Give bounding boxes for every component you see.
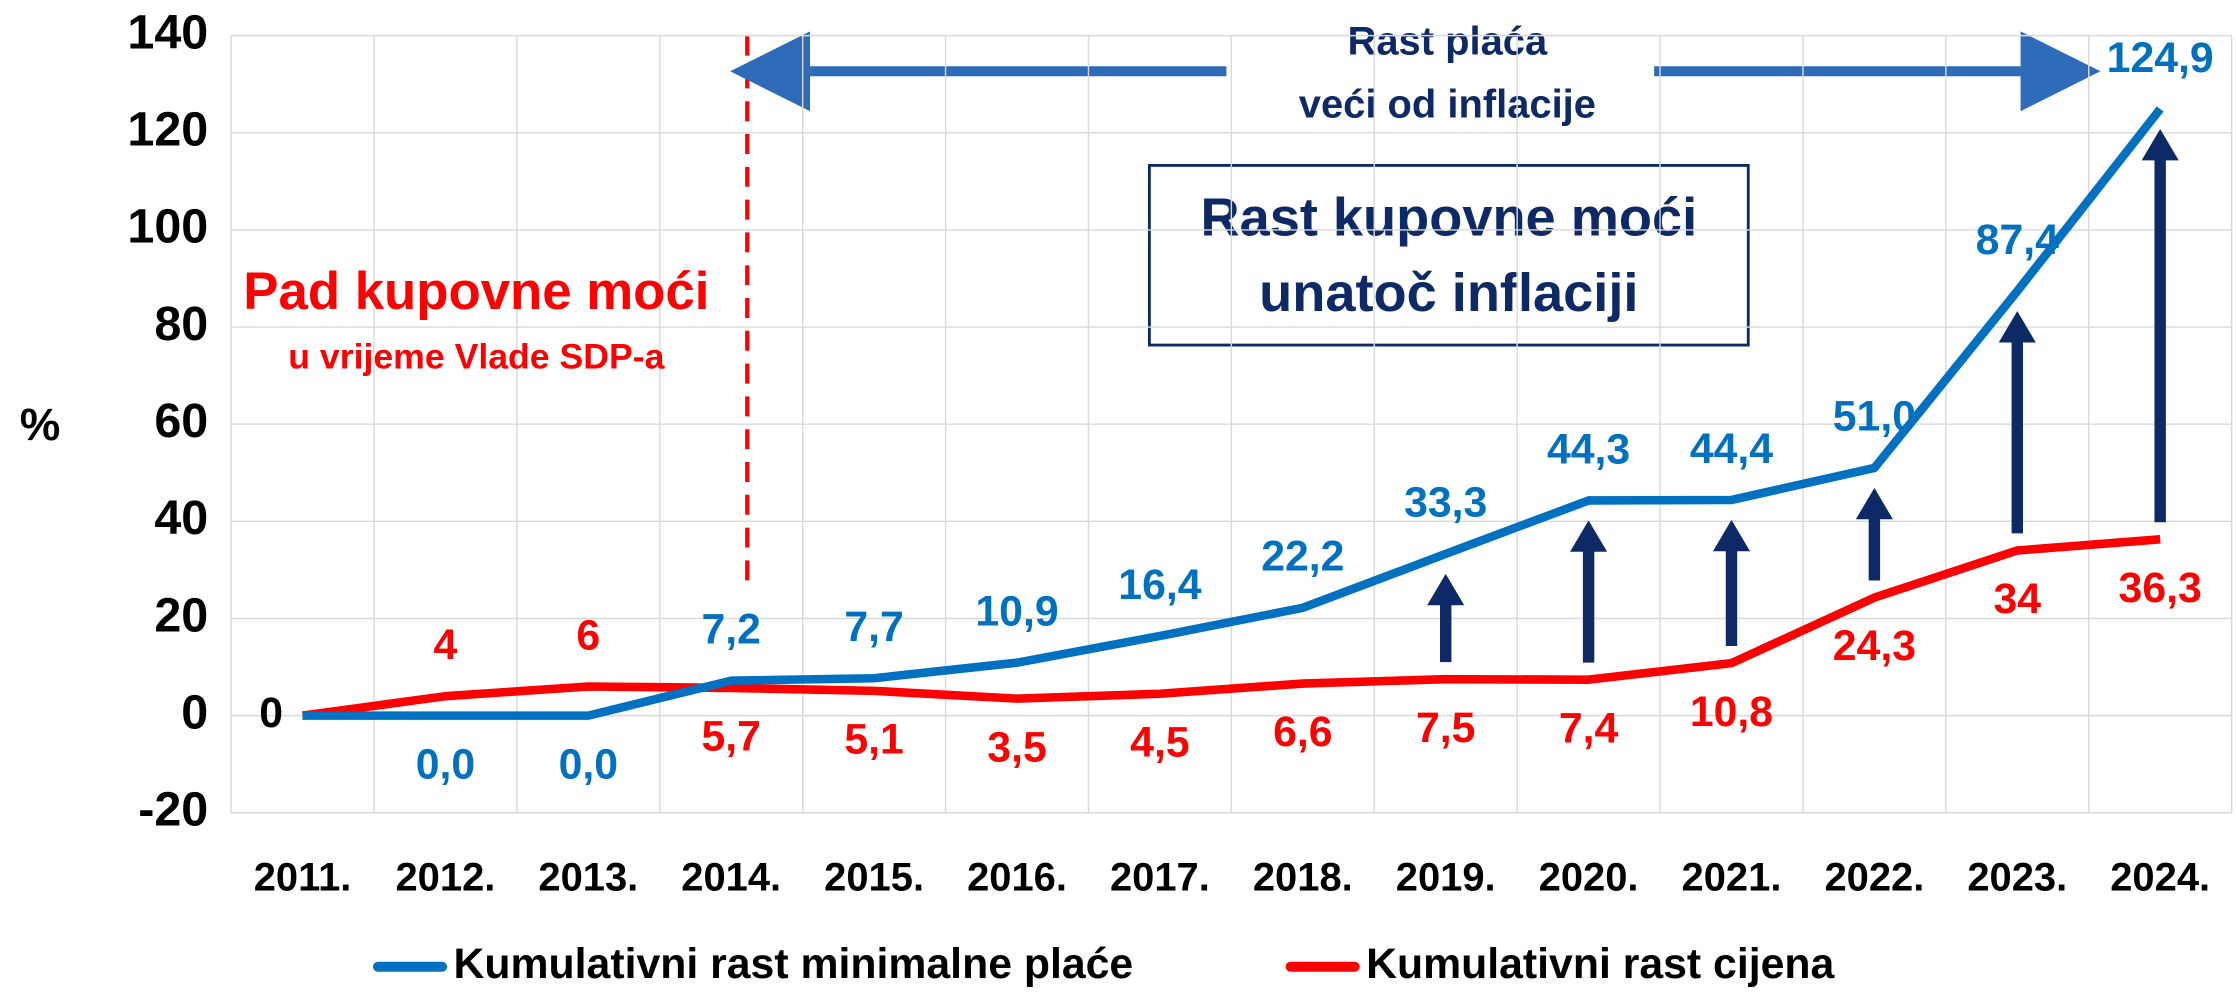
data-label: 51,0 [1833,393,1916,441]
x-tick-label: 2021. [1682,855,1782,899]
data-label: 0 [259,689,283,737]
y-tick-label: 100 [127,200,208,254]
data-label: 16,4 [1118,561,1201,609]
series-line [302,106,2164,720]
x-tick-label: 2011. [254,855,352,899]
data-label: 3,5 [987,723,1046,771]
data-label: 22,2 [1261,533,1344,581]
data-label: 6,6 [1273,708,1332,756]
data-label: 24,3 [1833,622,1916,670]
data-label: 10,8 [1690,688,1773,736]
y-tick-label: 0 [181,685,208,739]
y-tick-label: 120 [127,103,208,157]
y-tick-label: 80 [154,297,208,351]
y-tick-label: 20 [154,588,208,642]
x-tick-label: 2013. [538,855,638,899]
x-tick-label: 2017. [1110,855,1210,899]
data-label: 0,0 [416,740,475,788]
data-label: 34 [1993,575,2041,623]
y-tick-label: 140 [127,5,208,59]
y-axis-label: % [20,399,61,450]
annotation: Rast kupovne moći [1200,187,1697,247]
legend-label: Kumulativni rast minimalne plaće [454,940,1134,988]
gap-arrow [1712,519,1751,647]
data-label: 7,5 [1416,704,1475,752]
x-tick-label: 2014. [681,855,781,899]
gap-arrow [1855,487,1893,581]
y-tick-label: 60 [154,394,208,448]
annotation: u vrijeme Vlade SDP-a [288,337,665,377]
annotation: veći od inflacije [1299,82,1596,126]
legend-label: Kumulativni rast cijena [1366,940,1835,988]
data-label: 4 [434,621,458,669]
x-tick-label: 2012. [395,855,495,899]
data-label: 4,5 [1130,718,1189,766]
data-label: 36,3 [2119,564,2202,612]
gap-arrow [1427,573,1465,663]
y-tick-label: 40 [154,491,208,545]
data-label: 124,9 [2107,34,2214,82]
data-label: 7,7 [844,603,903,651]
x-tick-label: 2024. [2110,855,2210,899]
x-tick-label: 2023. [1967,855,2067,899]
annotation: unatoč inflaciji [1259,263,1638,323]
data-label: 87,4 [1976,216,2059,264]
data-label: 33,3 [1404,479,1487,527]
y-tick-label: -20 [138,783,208,837]
annotation: Pad kupovne moći [243,262,709,321]
gap-arrow [2141,128,2179,523]
data-label: 44,3 [1547,425,1630,473]
x-tick-label: 2015. [824,855,924,899]
data-label: 5,7 [701,713,760,761]
series-line [301,535,2161,720]
data-label: 5,1 [844,715,903,763]
annotation: Rast plaća [1348,20,1548,64]
x-tick-label: 2019. [1396,855,1496,899]
data-label: 7,2 [701,605,760,653]
data-label: 44,4 [1690,425,1773,473]
x-tick-label: 2018. [1253,855,1353,899]
data-label: 6 [576,611,600,659]
data-label: 0,0 [559,740,618,788]
data-label: 7,4 [1559,704,1619,752]
gap-arrow [1570,520,1608,663]
gap-arrow [1998,311,2036,534]
x-tick-label: 2020. [1539,855,1639,899]
x-tick-label: 2022. [1824,855,1924,899]
data-label: 10,9 [975,587,1058,635]
x-tick-label: 2016. [967,855,1067,899]
annotation-box [1147,163,1750,347]
